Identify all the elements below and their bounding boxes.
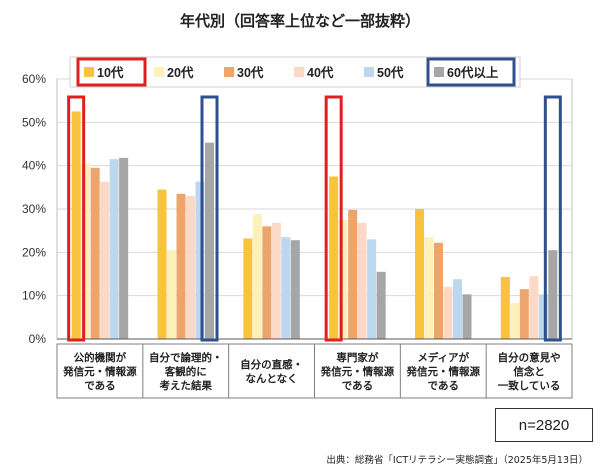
bar — [415, 209, 424, 339]
y-tick-label: 20% — [22, 245, 46, 259]
bar — [109, 159, 119, 339]
category-label: 公的機関が — [74, 351, 127, 364]
bar — [329, 176, 339, 339]
legend-swatch — [84, 67, 94, 77]
category-label: メディアが — [417, 351, 469, 364]
legend-swatch — [294, 67, 304, 77]
category-label: である — [342, 379, 373, 392]
y-tick-label: 40% — [22, 159, 46, 173]
legend-swatch — [224, 67, 234, 77]
highlight-box — [543, 95, 562, 342]
bar — [529, 276, 539, 339]
bar — [205, 142, 214, 339]
bar — [157, 189, 167, 339]
legend-label: 50代 — [377, 65, 404, 80]
bar — [281, 237, 291, 339]
category-label: 発信元・情報源 — [320, 365, 395, 378]
highlight-box — [67, 95, 86, 342]
bar — [376, 271, 386, 339]
bar — [167, 250, 176, 339]
bar — [348, 209, 358, 339]
bar — [262, 226, 272, 339]
bar — [443, 287, 453, 339]
highlight-box — [200, 95, 219, 342]
bar — [243, 238, 253, 339]
bar — [519, 289, 529, 339]
y-tick-label: 60% — [22, 72, 46, 86]
category-label: 自分の直感・ — [240, 358, 303, 371]
bar — [510, 303, 520, 339]
bar — [462, 294, 472, 339]
sample-size-box: n=2820 — [495, 408, 593, 442]
legend-label: 10代 — [97, 65, 124, 80]
legend-label: 40代 — [307, 65, 334, 80]
bar — [81, 163, 91, 339]
bar — [90, 167, 100, 339]
bar — [186, 196, 195, 339]
bar — [538, 294, 548, 339]
bar — [119, 157, 129, 339]
legend-highlight-box — [426, 57, 516, 87]
category-label: 発信元・情報源 — [62, 365, 137, 378]
y-tick-label: 10% — [22, 289, 46, 303]
y-tick-label: 30% — [22, 202, 46, 216]
category-label: である — [428, 379, 459, 392]
category-label: 一致している — [498, 379, 561, 392]
category-label: 発信元・情報源 — [406, 365, 481, 378]
bar — [290, 240, 300, 339]
category-label: 自分で論理的・ — [149, 351, 223, 364]
legend-highlight-box — [76, 57, 147, 87]
category-label: なんとなく — [245, 373, 297, 385]
bar — [548, 250, 558, 339]
bar — [453, 279, 462, 339]
bar — [367, 239, 377, 339]
category-label: 客観的に — [164, 365, 207, 378]
legend-swatch — [364, 67, 374, 77]
legend-swatch — [154, 67, 164, 77]
category-label: 自分の意見や — [498, 351, 561, 364]
bar — [71, 111, 81, 339]
highlight-box — [324, 95, 343, 342]
legend-label: 30代 — [237, 65, 264, 80]
category-label: 信念と — [513, 365, 545, 378]
bar — [357, 222, 367, 339]
category-label: である — [84, 379, 115, 392]
legend-label: 60代以上 — [447, 65, 499, 80]
bar — [500, 277, 510, 339]
bar — [434, 242, 443, 339]
bar — [338, 219, 348, 339]
legend-swatch — [434, 67, 444, 77]
bar — [176, 193, 186, 339]
bar — [271, 222, 281, 339]
y-tick-label: 50% — [22, 115, 46, 129]
y-tick-label: 0% — [29, 332, 47, 346]
source-note: 出典：総務省「ICTリテラシー実態調査」（2025年5月13日） — [326, 455, 588, 466]
bar — [100, 181, 110, 339]
category-label: 専門家が — [336, 351, 378, 364]
chart-title: 年代別（回答率上位など一部抜粋） — [179, 12, 420, 30]
category-label: 考えた結果 — [160, 379, 213, 392]
legend-label: 20代 — [167, 65, 194, 80]
bar — [195, 181, 205, 339]
bar — [252, 214, 262, 339]
bar — [424, 237, 434, 339]
